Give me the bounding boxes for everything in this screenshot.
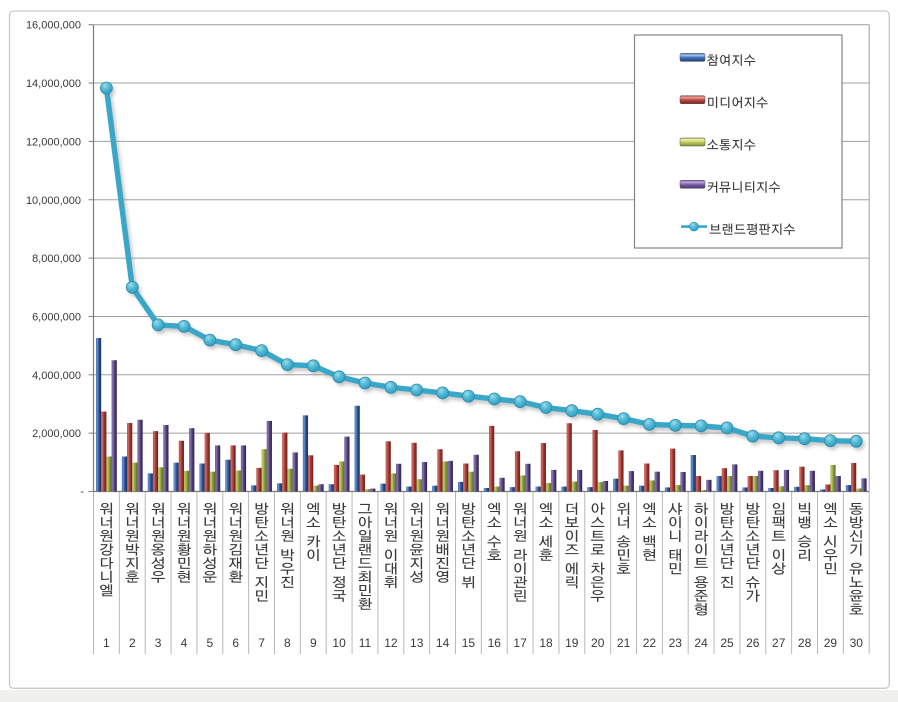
svg-text:19: 19 [565,636,579,650]
svg-text:4,000,000: 4,000,000 [32,370,81,382]
svg-text:5: 5 [207,636,214,650]
svg-text:30: 30 [850,636,864,650]
svg-text:3: 3 [155,636,162,650]
svg-text:25: 25 [720,636,734,650]
svg-text:11: 11 [359,636,372,650]
svg-text:27: 27 [772,636,786,650]
svg-text:10: 10 [332,636,346,650]
svg-text:1: 1 [103,636,110,650]
svg-text:22: 22 [643,636,657,650]
svg-text:8,000,000: 8,000,000 [32,253,81,265]
svg-text:2,000,000: 2,000,000 [32,428,81,440]
svg-text:10,000,000: 10,000,000 [26,195,81,207]
svg-text:8: 8 [284,636,291,650]
svg-text:20: 20 [591,636,605,650]
svg-text:17: 17 [513,636,527,650]
svg-text:26: 26 [746,636,760,650]
svg-text:29: 29 [824,636,838,650]
svg-text:12,000,000: 12,000,000 [26,136,81,148]
svg-text:7: 7 [258,636,265,650]
svg-text:21: 21 [617,636,631,650]
svg-text:23: 23 [669,636,683,650]
svg-text:13: 13 [410,636,424,650]
svg-text:16,000,000: 16,000,000 [26,20,81,32]
svg-text:9: 9 [310,636,317,650]
svg-text:4: 4 [181,636,188,650]
svg-text:15: 15 [462,636,476,650]
svg-text:28: 28 [798,636,812,650]
svg-text:2: 2 [129,636,136,650]
svg-text:18: 18 [539,636,553,650]
svg-text:-: - [80,486,84,498]
svg-text:12: 12 [384,636,398,650]
svg-text:16: 16 [488,636,502,650]
svg-text:14: 14 [436,636,450,650]
svg-text:6: 6 [232,636,239,650]
svg-text:6,000,000: 6,000,000 [32,311,81,323]
svg-text:14,000,000: 14,000,000 [26,78,81,90]
svg-text:24: 24 [694,636,708,650]
